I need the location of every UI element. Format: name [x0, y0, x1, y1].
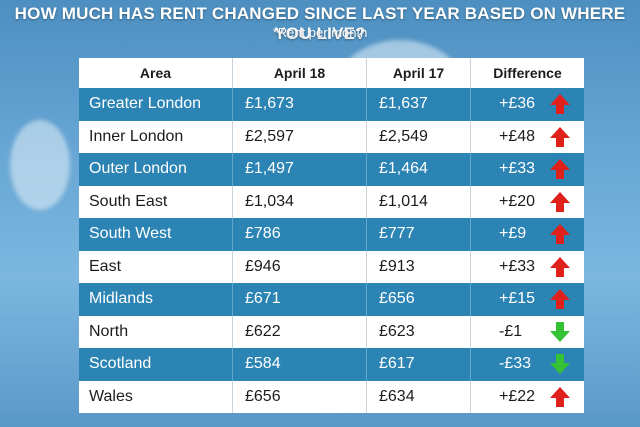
april-17-cell: £634 — [367, 380, 471, 413]
difference-cell: -£1 — [471, 316, 584, 349]
april-18-cell: £786 — [233, 218, 367, 251]
difference-value: +£22 — [499, 387, 536, 405]
table-row: Inner London £2,597 £2,549 +£48 — [79, 120, 584, 154]
page-title: HOW MUCH HAS RENT CHANGED SINCE LAST YEA… — [14, 4, 626, 43]
april-17-cell: £656 — [367, 283, 471, 316]
difference-value: +£36 — [499, 95, 536, 113]
area-cell: Greater London — [79, 88, 233, 121]
april-17-cell: £1,637 — [367, 88, 471, 121]
table-row: East £946 £913 +£33 — [79, 250, 584, 284]
table-row: South West £786 £777 +£9 — [79, 218, 584, 251]
area-cell: North — [79, 315, 233, 348]
area-cell: South East — [79, 185, 233, 218]
april-18-cell: £656 — [233, 380, 367, 413]
april-18-cell: £584 — [233, 348, 367, 381]
column-header-april-17: April 17 — [367, 58, 471, 88]
april-18-cell: £1,673 — [233, 88, 367, 121]
difference-cell: +£22 — [471, 381, 584, 414]
table-row: Wales £656 £634 +£22 — [79, 380, 584, 414]
arrow-up-icon — [550, 191, 570, 212]
column-header-difference: Difference — [493, 65, 562, 81]
arrow-up-icon — [550, 94, 570, 115]
arrow-up-icon — [550, 224, 570, 245]
april-17-cell: £2,549 — [367, 120, 471, 153]
rent-table: Area April 18 April 17 Difference Greate… — [79, 58, 584, 413]
table-row: Scotland £584 £617 -£33 — [79, 348, 584, 381]
difference-cell: +£15 — [471, 283, 584, 316]
area-cell: Wales — [79, 380, 233, 413]
april-17-cell: £777 — [367, 218, 471, 251]
difference-cell: -£33 — [471, 348, 584, 381]
april-17-cell: £913 — [367, 250, 471, 283]
table-row: North £622 £623 -£1 — [79, 315, 584, 349]
area-cell: Midlands — [79, 283, 233, 316]
arrow-up-icon — [550, 386, 570, 407]
arrow-up-icon — [550, 159, 570, 180]
area-cell: Outer London — [79, 153, 233, 186]
area-cell: Inner London — [79, 120, 233, 153]
difference-cell: +£20 — [471, 186, 584, 219]
arrow-down-icon — [550, 321, 570, 342]
column-header-april-18: April 18 — [233, 58, 367, 88]
arrow-up-icon — [550, 289, 570, 310]
arrow-down-icon — [550, 354, 570, 375]
difference-value: +£9 — [499, 225, 527, 243]
page-subtitle: *Rent per month — [272, 25, 368, 40]
difference-value: +£15 — [499, 290, 536, 308]
table-row: Midlands £671 £656 +£15 — [79, 283, 584, 316]
april-18-cell: £622 — [233, 315, 367, 348]
april-17-cell: £623 — [367, 315, 471, 348]
april-18-cell: £1,497 — [233, 153, 367, 186]
map-background-landmass — [10, 120, 70, 210]
difference-cell: +£48 — [471, 121, 584, 154]
april-18-cell: £2,597 — [233, 120, 367, 153]
area-cell: South West — [79, 218, 233, 251]
difference-value: +£20 — [499, 192, 536, 210]
difference-value: -£1 — [499, 322, 523, 340]
april-18-cell: £1,034 — [233, 185, 367, 218]
table-row: South East £1,034 £1,014 +£20 — [79, 185, 584, 219]
april-17-cell: £617 — [367, 348, 471, 381]
arrow-up-icon — [550, 256, 570, 277]
difference-value: -£33 — [499, 355, 532, 373]
april-17-cell: £1,464 — [367, 153, 471, 186]
april-17-cell: £1,014 — [367, 185, 471, 218]
table-row: Greater London £1,673 £1,637 +£36 — [79, 88, 584, 121]
difference-value: +£48 — [499, 127, 536, 145]
difference-value: +£33 — [499, 257, 536, 275]
area-cell: Scotland — [79, 348, 233, 381]
table-header-row: Area April 18 April 17 Difference — [79, 58, 584, 88]
difference-cell: +£36 — [471, 88, 584, 121]
table-body: Greater London £1,673 £1,637 +£36 Inner Lond… — [79, 88, 584, 413]
arrow-up-icon — [550, 126, 570, 147]
difference-cell: +£33 — [471, 153, 584, 186]
column-header-area: Area — [79, 58, 233, 88]
area-cell: East — [79, 250, 233, 283]
table-row: Outer London £1,497 £1,464 +£33 — [79, 153, 584, 186]
difference-cell: +£33 — [471, 251, 584, 284]
april-18-cell: £946 — [233, 250, 367, 283]
april-18-cell: £671 — [233, 283, 367, 316]
difference-cell: +£9 — [471, 218, 584, 251]
difference-value: +£33 — [499, 160, 536, 178]
